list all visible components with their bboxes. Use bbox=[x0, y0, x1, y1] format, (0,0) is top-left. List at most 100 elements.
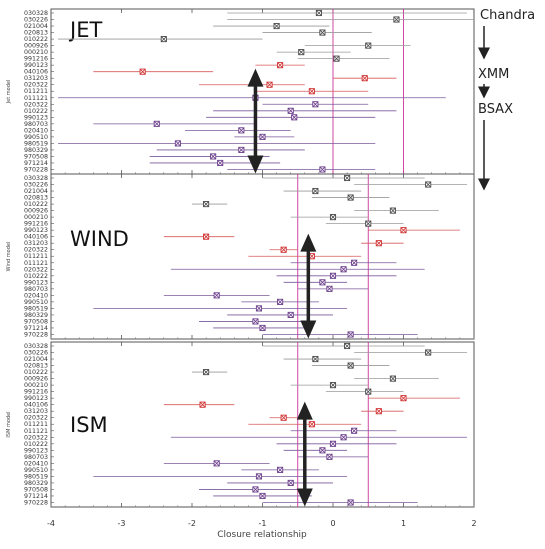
row-label: 010222 bbox=[24, 36, 48, 43]
panel-ylabel: Jet model bbox=[6, 80, 12, 105]
row-label: 011121 bbox=[24, 260, 48, 267]
data-point-cross bbox=[344, 343, 350, 349]
data-point bbox=[347, 331, 354, 338]
data-point-cross bbox=[256, 305, 262, 312]
row-label: 980703 bbox=[24, 454, 48, 461]
row-label: 980329 bbox=[24, 147, 48, 154]
data-point-cross bbox=[393, 16, 400, 23]
data-point bbox=[329, 382, 337, 389]
data-point-cross bbox=[139, 68, 146, 75]
data-point-cross bbox=[256, 473, 262, 480]
row-label: 011121 bbox=[24, 428, 48, 435]
row-label: 980329 bbox=[24, 312, 48, 319]
row-label: 030328 bbox=[24, 343, 48, 350]
data-point-cross bbox=[376, 240, 382, 246]
data-point-cross bbox=[319, 29, 326, 36]
data-point bbox=[277, 62, 284, 69]
row-label: 011211 bbox=[24, 88, 48, 95]
data-point-cross bbox=[312, 356, 319, 362]
data-point-cross bbox=[203, 201, 209, 207]
data-point bbox=[255, 473, 263, 480]
data-point bbox=[280, 246, 287, 253]
row-label: 031203 bbox=[24, 408, 48, 415]
data-point bbox=[344, 342, 351, 350]
data-point bbox=[255, 305, 263, 312]
data-point bbox=[329, 272, 337, 279]
row-label: 030226 bbox=[24, 350, 48, 357]
data-point bbox=[139, 68, 146, 75]
data-point-cross bbox=[273, 23, 280, 29]
data-point-cross bbox=[252, 318, 259, 325]
row-label: 031203 bbox=[24, 240, 48, 247]
data-point bbox=[340, 266, 347, 273]
arrow-head-down bbox=[300, 320, 317, 339]
data-point bbox=[319, 279, 326, 286]
data-point-cross bbox=[252, 486, 259, 493]
row-label: 971214 bbox=[24, 493, 48, 500]
row-label: 990123 bbox=[24, 62, 48, 69]
row-label: 970508 bbox=[24, 486, 48, 493]
data-point-cross bbox=[266, 82, 273, 88]
row-label: 030328 bbox=[24, 175, 48, 182]
x-tick-label: 0 bbox=[330, 519, 335, 528]
row-label: 040106 bbox=[24, 402, 48, 409]
data-point-cross bbox=[309, 421, 315, 427]
data-point bbox=[351, 427, 358, 434]
row-label: 011211 bbox=[24, 421, 48, 428]
arrow-head-down bbox=[247, 155, 264, 174]
data-point bbox=[329, 214, 337, 221]
data-point-cross bbox=[400, 395, 407, 401]
data-point-cross bbox=[309, 88, 315, 94]
data-point bbox=[287, 107, 294, 114]
row-label: 000926 bbox=[24, 208, 48, 215]
data-point bbox=[259, 324, 266, 332]
data-point-cross bbox=[238, 127, 245, 134]
data-point-cross bbox=[347, 194, 354, 201]
data-point-cross bbox=[340, 266, 347, 272]
data-point-cross bbox=[400, 227, 407, 233]
data-point-cross bbox=[291, 114, 297, 121]
arrow-head-up bbox=[247, 68, 264, 87]
data-point-cross bbox=[316, 10, 322, 16]
data-point-cross bbox=[161, 36, 167, 42]
row-label: 980703 bbox=[24, 286, 48, 293]
data-point-cross bbox=[280, 415, 287, 421]
row-label: 030328 bbox=[24, 10, 48, 17]
row-label: 991216 bbox=[24, 56, 48, 63]
data-point bbox=[393, 16, 400, 23]
data-point-cross bbox=[326, 286, 333, 292]
data-point-cross bbox=[365, 388, 371, 395]
row-label: 020410 bbox=[24, 127, 48, 134]
data-point bbox=[375, 240, 382, 247]
row-label: 020322 bbox=[24, 434, 48, 441]
row-label: 020410 bbox=[24, 292, 48, 299]
data-point-cross bbox=[309, 253, 315, 259]
row-label: 970228 bbox=[24, 166, 48, 173]
data-point bbox=[203, 201, 210, 208]
data-point bbox=[266, 81, 273, 88]
row-label: 020813 bbox=[24, 363, 48, 370]
row-label: 990123 bbox=[24, 227, 48, 234]
row-label: 020410 bbox=[24, 460, 48, 467]
data-point bbox=[389, 375, 396, 382]
row-label: 990510 bbox=[24, 467, 48, 474]
row-label: 000926 bbox=[24, 376, 48, 383]
data-point bbox=[259, 492, 266, 500]
data-point bbox=[319, 447, 326, 454]
data-point bbox=[425, 181, 432, 188]
data-point-cross bbox=[319, 447, 326, 454]
data-point-cross bbox=[280, 247, 287, 253]
annotation-xmm: XMM bbox=[478, 67, 509, 82]
data-point-cross bbox=[344, 175, 350, 181]
data-point bbox=[280, 414, 287, 421]
data-point bbox=[203, 369, 210, 376]
data-point-cross bbox=[362, 75, 368, 81]
row-label: 010222 bbox=[24, 369, 48, 376]
annotation-bsax: BSAX bbox=[478, 102, 513, 117]
data-point-cross bbox=[330, 214, 336, 220]
row-label: 980329 bbox=[24, 480, 48, 487]
data-point-cross bbox=[210, 153, 216, 160]
